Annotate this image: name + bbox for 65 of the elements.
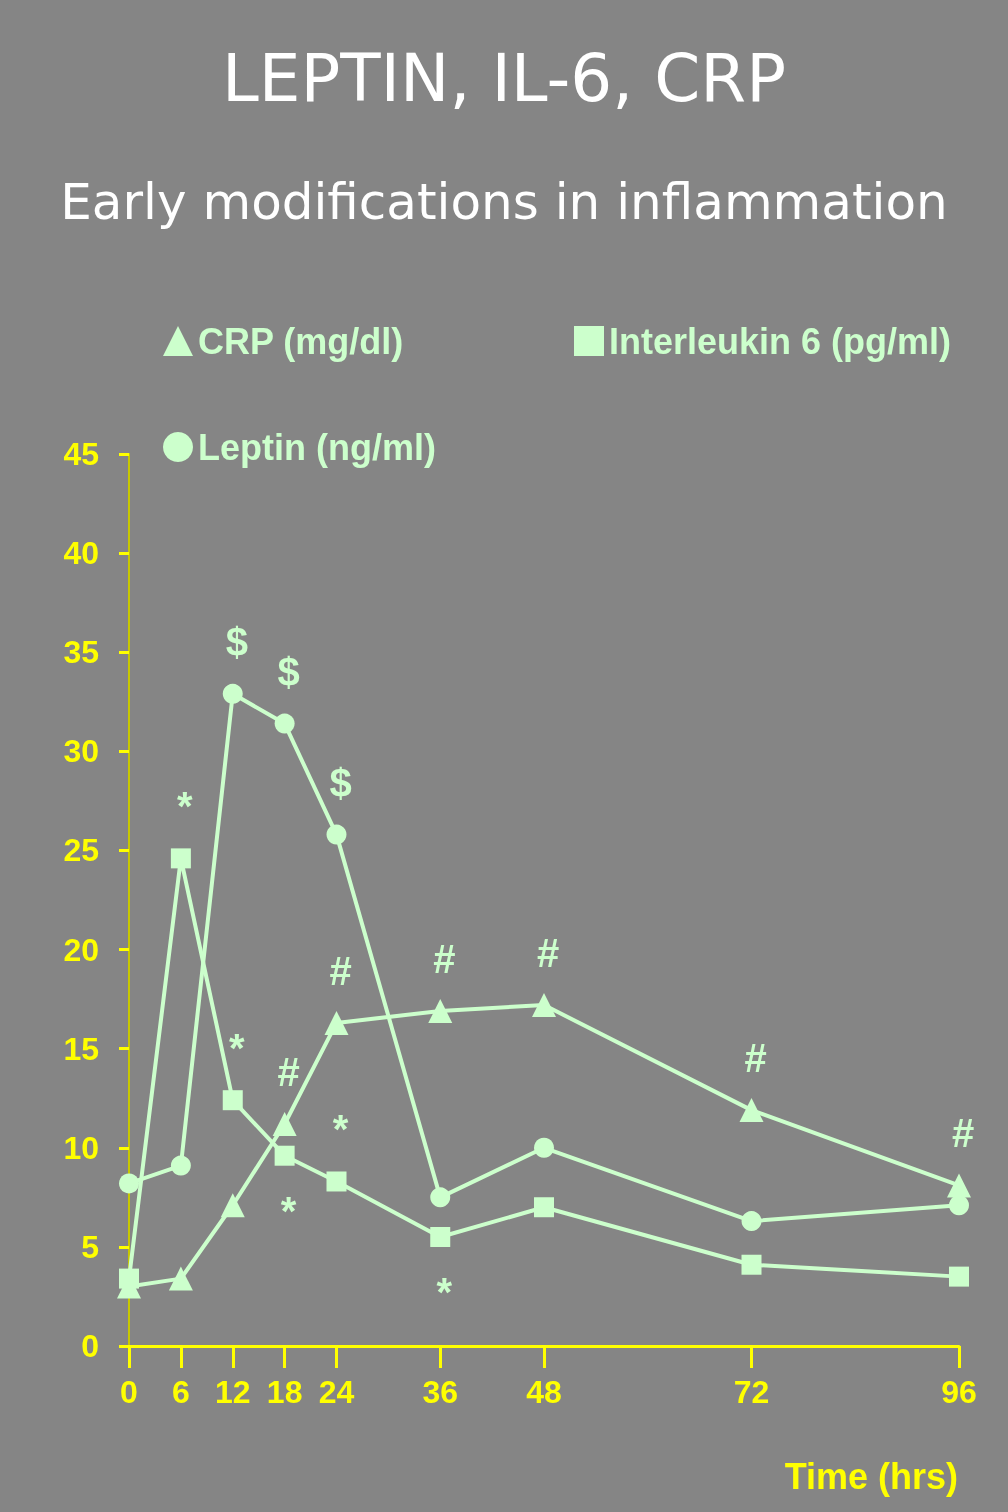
point	[430, 1187, 451, 1208]
point	[947, 1173, 971, 1198]
annotation: $	[329, 760, 352, 805]
legend-label: CRP (mg/dl)	[198, 320, 404, 362]
point	[220, 1193, 245, 1218]
annotation: $	[225, 619, 248, 664]
point	[168, 1266, 193, 1291]
x-axis-title: Time (hrs)	[784, 1455, 958, 1497]
point	[532, 993, 556, 1018]
x-tick-label: 24	[318, 1374, 355, 1410]
annotation: #	[433, 937, 456, 981]
annotation: #	[951, 1111, 975, 1156]
annotation: *	[177, 784, 194, 829]
y-tick-label: 25	[63, 832, 99, 869]
y-tick-label: 15	[63, 1030, 99, 1067]
x-tick-label: 18	[266, 1374, 303, 1410]
point	[119, 1173, 139, 1194]
point	[326, 1171, 347, 1192]
y-tick-label: 20	[63, 931, 99, 968]
point	[326, 824, 347, 845]
x-tick-label: 36	[422, 1374, 459, 1410]
point	[274, 1145, 295, 1166]
point	[274, 713, 295, 734]
y-tick-label: 30	[63, 733, 99, 770]
y-tick-label: 5	[81, 1228, 99, 1265]
x-tick-label: 96	[941, 1374, 977, 1410]
point	[428, 999, 453, 1023]
point	[534, 1197, 554, 1218]
y-tick-label: 10	[63, 1129, 99, 1166]
annotation: #	[329, 948, 352, 993]
annotation: *	[332, 1107, 349, 1152]
point	[949, 1266, 969, 1287]
x-tick-label: 0	[120, 1374, 138, 1410]
chart-subtitle: Early modifications in inflammation	[60, 173, 948, 231]
annotation: #	[277, 1049, 300, 1094]
annotation: *	[280, 1188, 297, 1233]
point	[119, 1268, 139, 1289]
point	[222, 1090, 243, 1111]
chart-title: LEPTIN, IL-6, CRP	[222, 39, 786, 117]
annotation: $	[277, 649, 300, 694]
point	[324, 1010, 349, 1035]
point	[222, 683, 243, 704]
legend-label: Interleukin 6 (pg/ml)	[608, 320, 952, 362]
point	[272, 1111, 297, 1136]
x-tick-label: 12	[214, 1374, 251, 1410]
point	[949, 1195, 969, 1216]
annotation: *	[436, 1269, 453, 1314]
point	[534, 1137, 554, 1158]
annotation: #	[744, 1036, 767, 1081]
legend-label: Leptin (ng/ml)	[198, 426, 436, 468]
y-tick-label: 35	[63, 634, 99, 671]
annotation: #	[536, 931, 560, 976]
point	[741, 1254, 762, 1275]
y-tick-label: 45	[63, 436, 99, 472]
y-tick-label: 40	[63, 535, 99, 572]
point	[739, 1098, 764, 1123]
annotation: *	[228, 1026, 245, 1071]
point	[741, 1211, 762, 1232]
x-tick-label: 72	[733, 1374, 770, 1410]
x-tick-label: 6	[171, 1374, 190, 1410]
y-tick-label: 0	[81, 1328, 99, 1364]
point	[170, 848, 191, 869]
x-tick-label: 48	[526, 1374, 562, 1410]
point	[430, 1226, 451, 1247]
point	[170, 1155, 191, 1176]
